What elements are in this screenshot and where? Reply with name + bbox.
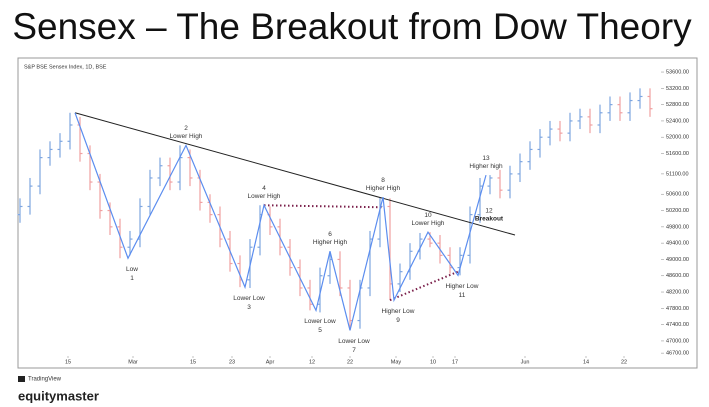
swing-number: 1 — [130, 275, 134, 282]
source: TradingView — [28, 377, 62, 383]
y-tick-label: 52800.00 — [666, 102, 689, 108]
breakout-label: Breakout — [475, 215, 504, 222]
x-tick-label: 12 — [309, 359, 315, 365]
swing-number: 9 — [396, 317, 400, 324]
brand: equitymaster — [18, 388, 99, 403]
x-tick-label: 22 — [621, 359, 627, 365]
x-tick-label: 22 — [347, 359, 353, 365]
swing-number: 4 — [262, 185, 266, 192]
swing-number: 11 — [459, 292, 466, 299]
swing-number: 5 — [318, 327, 322, 334]
swing-label: Higher High — [366, 185, 401, 192]
y-tick-label: 52400.00 — [666, 118, 689, 124]
swing-label: Lower High — [170, 133, 203, 140]
chart-frame — [17, 57, 698, 369]
y-tick-label: 48200.00 — [666, 289, 689, 295]
x-tick-label: 10 — [430, 359, 436, 365]
source-logo — [18, 376, 25, 382]
y-tick-label: 47400.00 — [666, 322, 689, 328]
swing-number: 10 — [424, 212, 432, 219]
y-tick-label: 53200.00 — [666, 86, 689, 92]
y-tick-label: 47000.00 — [666, 338, 689, 344]
breakout-number: 12 — [485, 207, 493, 214]
swing-label: Higher Low — [446, 283, 479, 290]
x-tick-label: 17 — [452, 359, 458, 365]
swing-number: 8 — [381, 177, 385, 184]
y-tick-label: 49400.00 — [666, 241, 689, 247]
y-tick-label: 46700.00 — [666, 351, 689, 357]
y-tick-label: 53600.00 — [666, 69, 689, 75]
x-tick-label: Apr — [266, 359, 275, 365]
support-line — [389, 270, 459, 302]
symbol-label: S&P BSE Sensex Index, 1D, BSE — [24, 64, 107, 70]
x-tick-label: 23 — [229, 359, 235, 365]
trend-line — [74, 112, 516, 236]
x-tick-label: Mar — [128, 359, 138, 365]
swing-label: Lower Low — [338, 338, 370, 345]
y-tick-label: 51600.00 — [666, 151, 689, 157]
title: Sensex – The Breakout from Dow Theory — [12, 6, 692, 47]
swing-label: Higher Low — [382, 308, 415, 315]
swing-number: 3 — [247, 304, 251, 311]
swing-number: 2 — [184, 125, 188, 132]
y-tick-label: 48600.00 — [666, 273, 689, 279]
swing-label: Higher high — [469, 163, 503, 170]
swing-label: Low — [126, 266, 138, 273]
swing-number: 6 — [328, 231, 332, 238]
y-tick-label: 51100.00 — [666, 171, 689, 177]
swing-label: Higher High — [313, 239, 348, 246]
swing-label: Lower Low — [233, 295, 265, 302]
swing-line — [74, 112, 487, 331]
swing-label: Lower Low — [304, 318, 336, 325]
x-tick-label: 14 — [583, 359, 589, 365]
swing-number: 7 — [352, 347, 356, 354]
swing-label: Lower High — [412, 220, 445, 227]
x-tick-label: May — [391, 359, 402, 365]
swing-number: 13 — [482, 155, 490, 162]
y-tick-label: 49000.00 — [666, 257, 689, 263]
x-tick-label: 15 — [65, 359, 71, 365]
swing-label: Lower High — [248, 193, 281, 200]
x-tick-label: 15 — [190, 359, 196, 365]
y-tick-label: 47800.00 — [666, 306, 689, 312]
y-tick-label: 52000.00 — [666, 135, 689, 141]
x-tick-label: Jun — [521, 359, 530, 365]
y-tick-label: 50200.00 — [666, 208, 689, 214]
y-tick-label: 49800.00 — [666, 224, 689, 230]
y-tick-label: 50600.00 — [666, 192, 689, 198]
